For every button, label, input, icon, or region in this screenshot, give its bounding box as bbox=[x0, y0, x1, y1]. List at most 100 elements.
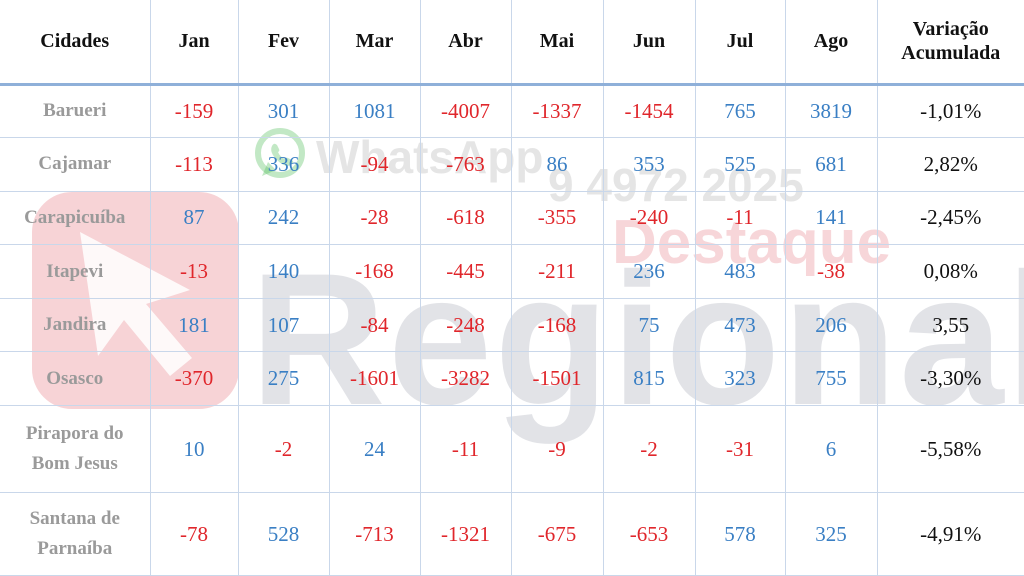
column-header: Jan bbox=[150, 0, 239, 86]
month-value-cell: -94 bbox=[329, 137, 421, 192]
month-value-cell: -713 bbox=[329, 492, 421, 576]
month-value-cell: 206 bbox=[785, 298, 878, 353]
month-value-cell: -11 bbox=[695, 191, 786, 246]
month-value-cell: 528 bbox=[238, 492, 330, 576]
variation-cell: -2,45% bbox=[877, 191, 1024, 246]
month-value-cell: -11 bbox=[420, 405, 512, 494]
month-value-cell: 141 bbox=[785, 191, 878, 246]
variation-cell: -1,01% bbox=[877, 84, 1024, 139]
month-value-cell: 236 bbox=[603, 244, 696, 299]
column-header: Variação Acumulada bbox=[877, 0, 1024, 86]
month-value-cell: 483 bbox=[695, 244, 786, 299]
month-value-cell: 815 bbox=[603, 351, 696, 407]
month-value-cell: -1321 bbox=[420, 492, 512, 576]
month-value-cell: -445 bbox=[420, 244, 512, 299]
month-value-cell: 75 bbox=[603, 298, 696, 353]
month-value-cell: -763 bbox=[420, 137, 512, 192]
month-value-cell: -84 bbox=[329, 298, 421, 353]
variation-cell: 3,55 bbox=[877, 298, 1024, 353]
table-row: Santana de Parnaíba -78 528 -713 -1321 -675 -6… bbox=[0, 492, 1024, 576]
month-value-cell: -618 bbox=[420, 191, 512, 246]
month-value-cell: -1601 bbox=[329, 351, 421, 407]
month-value-cell: -1501 bbox=[511, 351, 604, 407]
month-value-cell: -159 bbox=[150, 84, 239, 139]
month-value-cell: 525 bbox=[695, 137, 786, 192]
month-value-cell: 578 bbox=[695, 492, 786, 576]
month-value-cell: 6 bbox=[785, 405, 878, 494]
table-row: Cajamar -113 336 -94 -763 86 353 525 681 2,82% bbox=[0, 137, 1024, 192]
table-row: Jandira 181 107 -84 -248 -168 75 473 206 3,55 bbox=[0, 298, 1024, 353]
month-value-cell: 140 bbox=[238, 244, 330, 299]
city-name-cell: Jandira bbox=[0, 298, 151, 353]
variation-cell: 2,82% bbox=[877, 137, 1024, 192]
table-body: Barueri -159 301 1081 -4007 -1337 -1454 765 3819… bbox=[0, 84, 1024, 576]
month-value-cell: 3819 bbox=[785, 84, 878, 139]
month-value-cell: -113 bbox=[150, 137, 239, 192]
variation-cell: -4,91% bbox=[877, 492, 1024, 576]
city-name-cell: Osasco bbox=[0, 351, 151, 407]
month-value-cell: 681 bbox=[785, 137, 878, 192]
variation-cell: -3,30% bbox=[877, 351, 1024, 407]
month-value-cell: -653 bbox=[603, 492, 696, 576]
table-row: Barueri -159 301 1081 -4007 -1337 -1454 765 3819… bbox=[0, 84, 1024, 139]
month-value-cell: 755 bbox=[785, 351, 878, 407]
table-row: Itapevi -13 140 -168 -445 -211 236 483 -38 0,08% bbox=[0, 244, 1024, 299]
month-value-cell: -168 bbox=[329, 244, 421, 299]
month-value-cell: -9 bbox=[511, 405, 604, 494]
column-header: Jun bbox=[603, 0, 696, 86]
month-value-cell: 24 bbox=[329, 405, 421, 494]
month-value-cell: -675 bbox=[511, 492, 604, 576]
city-name-cell: Santana de Parnaíba bbox=[0, 492, 151, 576]
month-value-cell: 473 bbox=[695, 298, 786, 353]
column-header: Jul bbox=[695, 0, 786, 86]
column-header: Mar bbox=[329, 0, 421, 86]
month-value-cell: -1337 bbox=[511, 84, 604, 139]
table-row: Pirapora do Bom Jesus 10 -2 24 -11 -9 -2 -31 6 -5… bbox=[0, 405, 1024, 494]
month-value-cell: 323 bbox=[695, 351, 786, 407]
column-header: Abr bbox=[420, 0, 512, 86]
month-value-cell: 275 bbox=[238, 351, 330, 407]
month-value-cell: -3282 bbox=[420, 351, 512, 407]
month-value-cell: 353 bbox=[603, 137, 696, 192]
month-value-cell: -211 bbox=[511, 244, 604, 299]
month-value-cell: -38 bbox=[785, 244, 878, 299]
month-value-cell: -248 bbox=[420, 298, 512, 353]
city-name-cell: Pirapora do Bom Jesus bbox=[0, 405, 151, 494]
column-header: Mai bbox=[511, 0, 604, 86]
month-value-cell: -28 bbox=[329, 191, 421, 246]
month-value-cell: -78 bbox=[150, 492, 239, 576]
column-header: Ago bbox=[785, 0, 878, 86]
city-name-cell: Barueri bbox=[0, 84, 151, 139]
variation-cell: 0,08% bbox=[877, 244, 1024, 299]
month-value-cell: -2 bbox=[238, 405, 330, 494]
month-value-cell: 87 bbox=[150, 191, 239, 246]
month-value-cell: 765 bbox=[695, 84, 786, 139]
month-value-cell: 107 bbox=[238, 298, 330, 353]
month-value-cell: -1454 bbox=[603, 84, 696, 139]
month-value-cell: 301 bbox=[238, 84, 330, 139]
month-value-cell: 242 bbox=[238, 191, 330, 246]
variation-cell: -5,58% bbox=[877, 405, 1024, 494]
month-value-cell: -370 bbox=[150, 351, 239, 407]
month-value-cell: -240 bbox=[603, 191, 696, 246]
month-value-cell: -4007 bbox=[420, 84, 512, 139]
month-value-cell: -168 bbox=[511, 298, 604, 353]
month-value-cell: -13 bbox=[150, 244, 239, 299]
month-value-cell: 336 bbox=[238, 137, 330, 192]
month-value-cell: 181 bbox=[150, 298, 239, 353]
city-name-cell: Itapevi bbox=[0, 244, 151, 299]
city-name-cell: Carapicuíba bbox=[0, 191, 151, 246]
month-value-cell: 1081 bbox=[329, 84, 421, 139]
column-header-cidades: Cidades bbox=[0, 0, 151, 86]
table-row: Carapicuíba 87 242 -28 -618 -355 -240 -11 141 -2,… bbox=[0, 191, 1024, 246]
city-name-cell: Cajamar bbox=[0, 137, 151, 192]
table-row: Osasco -370 275 -1601 -3282 -1501 815 323 755 -3,… bbox=[0, 351, 1024, 407]
header-row: Cidades Jan Fev Mar Abr Mai Jun Jul Ago Variação … bbox=[0, 0, 1024, 86]
month-value-cell: -31 bbox=[695, 405, 786, 494]
column-header: Fev bbox=[238, 0, 330, 86]
month-value-cell: 86 bbox=[511, 137, 604, 192]
month-value-cell: -2 bbox=[603, 405, 696, 494]
month-value-cell: 325 bbox=[785, 492, 878, 576]
month-value-cell: 10 bbox=[150, 405, 239, 494]
